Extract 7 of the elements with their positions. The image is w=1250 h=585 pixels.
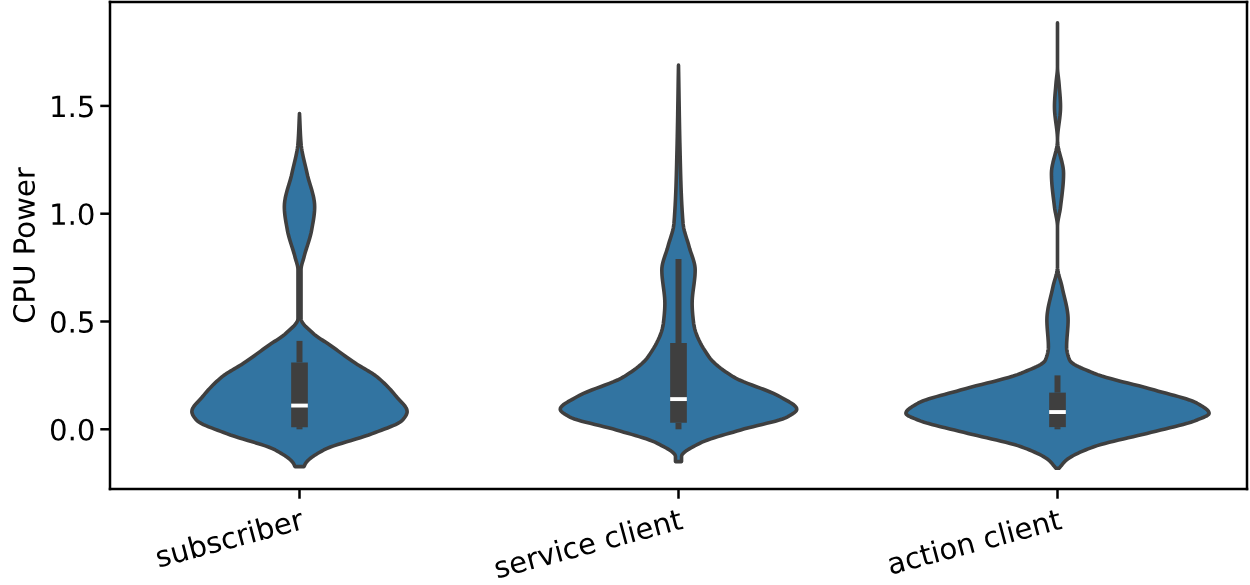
y-axis-title: CPU Power — [12, 167, 36, 323]
y-tick-label: 0.0 — [50, 418, 94, 441]
y-tick-label: 0.5 — [50, 310, 93, 333]
y-tick-label: 1.5 — [52, 95, 93, 118]
x-tick-label: action client — [886, 507, 1063, 575]
x-tick-label: service client — [492, 507, 684, 579]
y-tick-label: 1.0 — [52, 203, 94, 226]
